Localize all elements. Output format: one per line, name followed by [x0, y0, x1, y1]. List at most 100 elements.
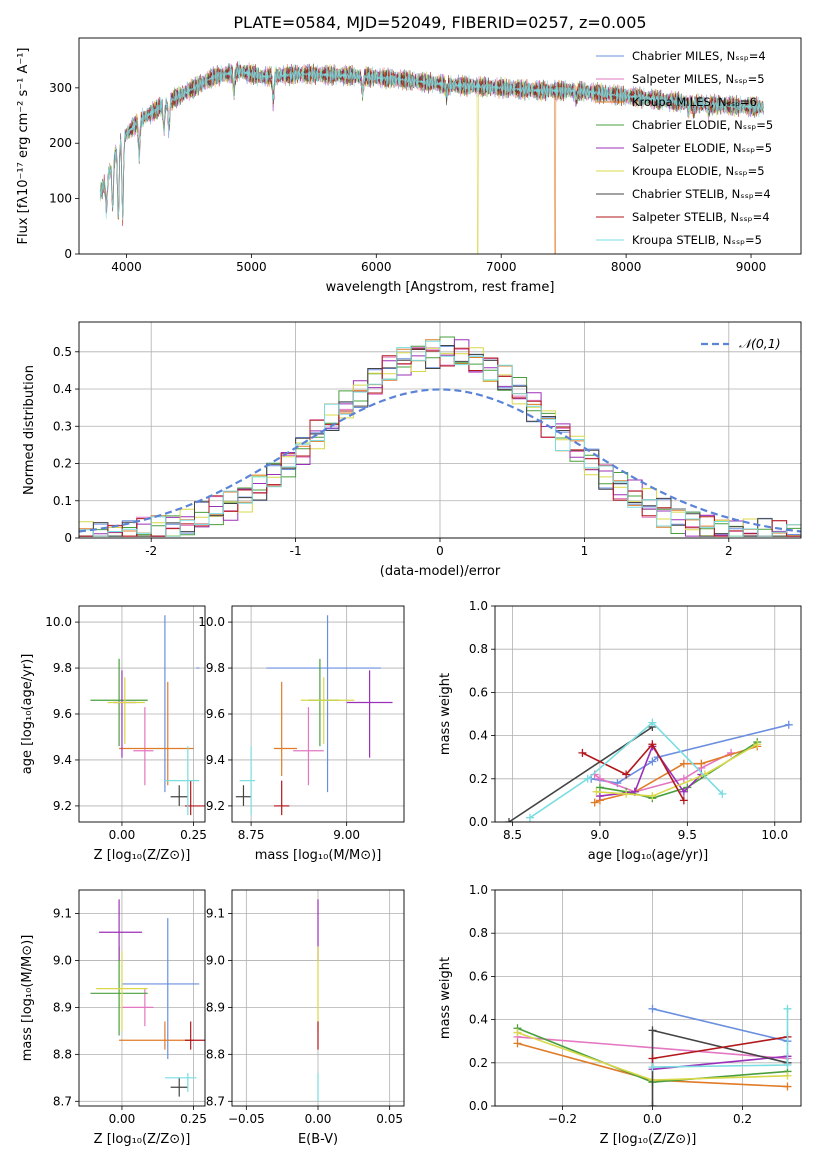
weight-point-8 — [783, 1060, 792, 1069]
y-tick-label: 8.7 — [53, 1094, 72, 1108]
plot-area — [99, 60, 764, 254]
x-tick-label: 4000 — [111, 260, 142, 274]
weight-point-2 — [513, 1039, 522, 1048]
y-tick-label: 1.0 — [469, 599, 488, 613]
legend-entry: Salpeter ELODIE, Nₛₛₚ=5 — [632, 141, 772, 155]
plot-frame — [494, 605, 802, 823]
y-tick-label: 1.0 — [469, 883, 488, 897]
legend-entry: 𝒩(0,1) — [739, 336, 781, 351]
legend-entry: Chabrier ELODIE, Nₛₛₚ=5 — [632, 118, 773, 132]
plot-frame — [231, 889, 405, 1107]
x-axis-label: Z [log₁₀(Z/Z⊙)] — [600, 1132, 697, 1147]
plot-frame — [78, 321, 802, 539]
y-tick-label: 9.2 — [206, 799, 225, 813]
x-axis-label: age [log₁₀(age/yr)] — [588, 848, 709, 863]
page-title: PLATE=0584, MJD=52049, FIBERID=0257, z=0… — [233, 13, 646, 32]
y-tick-label: 200 — [49, 136, 72, 150]
age-vs-mass-panel: 8.75 9.00 9.2 9.4 9.6 9.8 10.0 mass [log₁₀(M/M⊙… — [198, 605, 405, 863]
x-tick-label: 6000 — [361, 260, 392, 274]
y-tick-label: 10.0 — [198, 615, 225, 629]
weight-point-0 — [784, 720, 793, 729]
plot-frame — [78, 605, 206, 823]
y-axis-label: age [log₁₀(age/yr)] — [20, 654, 35, 775]
weight-line-0 — [652, 1008, 788, 1042]
weight-point-5 — [592, 787, 601, 796]
y-tick-label: 9.8 — [206, 661, 225, 675]
x-tick-label: 0.25 — [180, 1112, 207, 1126]
x-tick-label: 9.5 — [678, 828, 697, 842]
y-tick-label: 0.2 — [469, 772, 488, 786]
y-tick-label: 0.0 — [469, 1099, 488, 1113]
y-tick-label: 0.4 — [469, 1013, 488, 1027]
x-tick-label: 0.2 — [733, 1112, 752, 1126]
weight-point-2 — [590, 798, 599, 807]
weight-line-8 — [529, 721, 723, 819]
y-tick-label: 0 — [64, 531, 72, 545]
x-tick-label: 0.00 — [305, 1112, 332, 1126]
legend-entry: Chabrier STELIB, Nₛₛₚ=4 — [632, 187, 771, 201]
weight-point-8 — [718, 789, 727, 798]
y-tick-label: 9.1 — [53, 906, 72, 920]
age-vs-metallicity-panel: 0.00 0.25 9.2 9.4 9.6 9.8 10.0 Z [log₁₀(Z/Z⊙)] a… — [20, 605, 207, 863]
weight-line-4 — [599, 744, 702, 797]
y-tick-label: 9.6 — [206, 707, 225, 721]
x-axis-label: E(B-V) — [298, 1132, 338, 1147]
plot-frame — [494, 889, 802, 1107]
x-tick-label: 9.0 — [590, 828, 609, 842]
y-tick-label: 300 — [49, 81, 72, 95]
weight-point-3 — [595, 783, 604, 792]
y-tick-label: 0.4 — [469, 729, 488, 743]
plot-area — [90, 615, 205, 816]
weight-point-7 — [578, 748, 587, 757]
weight-point-8 — [648, 1063, 657, 1072]
weight-line-1 — [594, 752, 732, 793]
y-axis-label: mass weight — [438, 673, 453, 755]
weight-point-6 — [648, 1102, 657, 1106]
weight-point-5 — [753, 740, 762, 749]
y-tick-label: 8.8 — [53, 1047, 72, 1061]
plot-area — [79, 336, 801, 537]
y-axis-label: Normed distribution — [22, 365, 37, 495]
x-tick-label: 9000 — [736, 260, 767, 274]
plot-area — [90, 899, 205, 1097]
weight-point-4 — [679, 787, 688, 796]
weight-point-7 — [679, 796, 688, 805]
mass-vs-metallicity-panel: 0.00 0.25 8.7 8.8 8.9 9.0 9.1 Z [log₁₀(Z/Z⊙)] ma… — [20, 889, 207, 1147]
weight-point-2 — [697, 759, 706, 768]
y-tick-label: 9.0 — [53, 953, 72, 967]
x-axis-label: (data-model)/error — [380, 564, 501, 579]
y-tick-label: 0.8 — [469, 642, 488, 656]
histogram-step-8 — [79, 340, 801, 537]
weight-point-8 — [583, 774, 592, 783]
x-axis-label: mass [log₁₀(M/M⊙)] — [255, 848, 382, 863]
y-tick-label: 0 — [64, 247, 72, 261]
weight-point-6 — [648, 1026, 657, 1035]
plot-frame — [78, 37, 802, 255]
x-tick-label: 7000 — [486, 260, 517, 274]
weight-point-0 — [648, 1004, 657, 1013]
y-tick-label: 8.7 — [206, 1094, 225, 1108]
weight-point-2 — [783, 1082, 792, 1091]
y-tick-label: 0.8 — [469, 926, 488, 940]
x-tick-label: 1 — [581, 544, 589, 558]
x-axis-label: Z [log₁₀(Z/Z⊙)] — [94, 848, 191, 863]
y-tick-label: 9.1 — [206, 906, 225, 920]
weight-vs-metallicity-panel: −0.2 0.0 0.2 0.0 0.2 0.4 0.6 0.8 1.0 Z [log₁₀(Z/Z… — [438, 883, 802, 1147]
y-tick-label: 9.4 — [206, 753, 225, 767]
x-axis-label: Z [log₁₀(Z/Z⊙)] — [94, 1132, 191, 1147]
weight-point-7 — [648, 740, 657, 749]
weight-point-2 — [679, 759, 688, 768]
x-tick-label: 9.00 — [333, 828, 360, 842]
normal-reference-curve — [79, 388, 801, 533]
weight-point-7 — [622, 770, 631, 779]
x-tick-label: −0.05 — [228, 1112, 265, 1126]
plot-frame — [231, 605, 405, 823]
weight-point-1 — [679, 774, 688, 783]
y-axis-label: mass weight — [438, 957, 453, 1039]
weight-point-0 — [648, 757, 657, 766]
x-tick-label: 0.25 — [180, 828, 207, 842]
x-tick-label: −0.2 — [548, 1112, 577, 1126]
weight-line-7 — [652, 1036, 788, 1060]
weight-point-5 — [513, 1028, 522, 1037]
y-tick-label: 0.3 — [53, 419, 72, 433]
